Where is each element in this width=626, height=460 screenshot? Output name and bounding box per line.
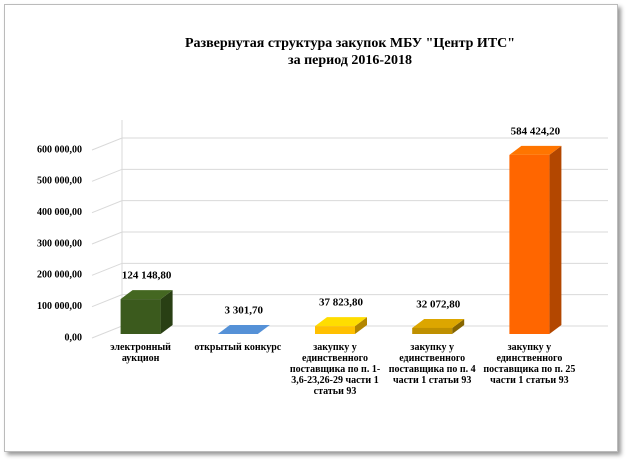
- x-tick-label: закупку у единственного поставщика по п.…: [289, 342, 381, 397]
- y-tick-label: 100 000,00: [37, 301, 82, 312]
- x-tick-label: закупку у единственного поставщика по п.…: [483, 342, 576, 386]
- value-label: 3 301,70: [225, 305, 264, 317]
- bar-top: [509, 145, 562, 155]
- bar-top: [412, 318, 465, 328]
- y-tick-label: 0,00: [65, 332, 83, 343]
- bar-top: [120, 290, 173, 300]
- value-label: 584 424,20: [511, 125, 561, 137]
- bar-top: [217, 325, 270, 334]
- bar-side: [355, 317, 367, 334]
- chart-subtitle: за период 2016-2018: [288, 53, 412, 68]
- value-label: 32 072,80: [416, 298, 461, 310]
- bar-top: [315, 317, 367, 327]
- y-tick-label: 300 000,00: [37, 238, 82, 249]
- bar-side: [160, 290, 173, 334]
- bar: [315, 326, 355, 334]
- y-tick-label: 500 000,00: [37, 176, 82, 187]
- y-tick-label: 600 000,00: [37, 144, 82, 155]
- x-tick-label: закупку у единственного поставщика по п.…: [388, 342, 476, 386]
- value-label: 124 148,80: [122, 270, 172, 282]
- bar: [412, 327, 453, 334]
- x-tick-label: электронный аукцион: [110, 342, 171, 364]
- y-tick-label: 200 000,00: [37, 270, 82, 281]
- bar-side: [549, 145, 562, 334]
- bar-side: [452, 318, 465, 334]
- value-label: 37 823,80: [319, 297, 364, 309]
- bar: [509, 154, 550, 334]
- chart-title: Развернутая структура закупок МБУ "Центр…: [185, 36, 515, 51]
- y-tick-label: 400 000,00: [37, 207, 82, 218]
- x-tick-label: открытый конкурс: [194, 342, 282, 353]
- bar: [120, 299, 161, 334]
